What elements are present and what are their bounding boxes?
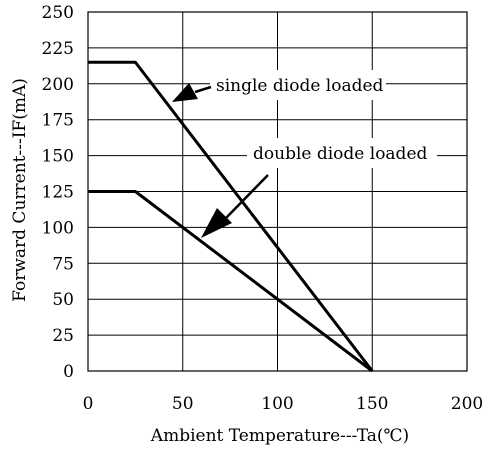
y-tick-label: 125: [42, 183, 74, 203]
series-line-2: [88, 190, 374, 373]
y-tick-label: 100: [42, 218, 74, 238]
y-axis-label: Forward Current---IF(mA): [10, 78, 30, 302]
x-axis-label: Ambient Temperature---Ta(℃): [150, 426, 409, 446]
annotation-arrow-head: [172, 83, 198, 102]
y-tick-label: 25: [52, 326, 74, 346]
axes: 0 50 100 150 200 0 25 50 75 100 125 150 175 200 225 250: [42, 3, 484, 414]
x-tick-label: 200: [451, 394, 483, 414]
x-tick-label: 150: [356, 394, 388, 414]
x-tick-label: 50: [172, 394, 194, 414]
y-tick-label: 250: [42, 3, 74, 23]
x-tick-label: 0: [83, 394, 94, 414]
annotation-arrow-head: [201, 208, 232, 238]
annotation-label-bg: [210, 70, 386, 100]
grid: [88, 12, 467, 371]
series-layer: [88, 60, 374, 373]
y-tick-label: 0: [63, 362, 74, 382]
annotation-layer: single diode loaded double diode loaded: [172, 70, 437, 238]
annotation-leader-line: [194, 85, 212, 94]
y-tick-label: 225: [42, 39, 74, 59]
y-tick-label: 200: [42, 75, 74, 95]
y-tick-label: 75: [52, 254, 74, 274]
y-tick-label: 50: [52, 290, 74, 310]
y-tick-label: 150: [42, 147, 74, 167]
annotation-label-bg: [247, 138, 437, 168]
x-tick-label: 100: [261, 394, 293, 414]
annotation-label: double diode loaded: [253, 144, 428, 164]
series-line-1: [88, 60, 374, 372]
annotation-label: single diode loaded: [216, 76, 384, 96]
annotation-leader-line: [225, 174, 269, 219]
y-tick-label: 175: [42, 111, 74, 131]
plot-frame: [87, 11, 468, 372]
